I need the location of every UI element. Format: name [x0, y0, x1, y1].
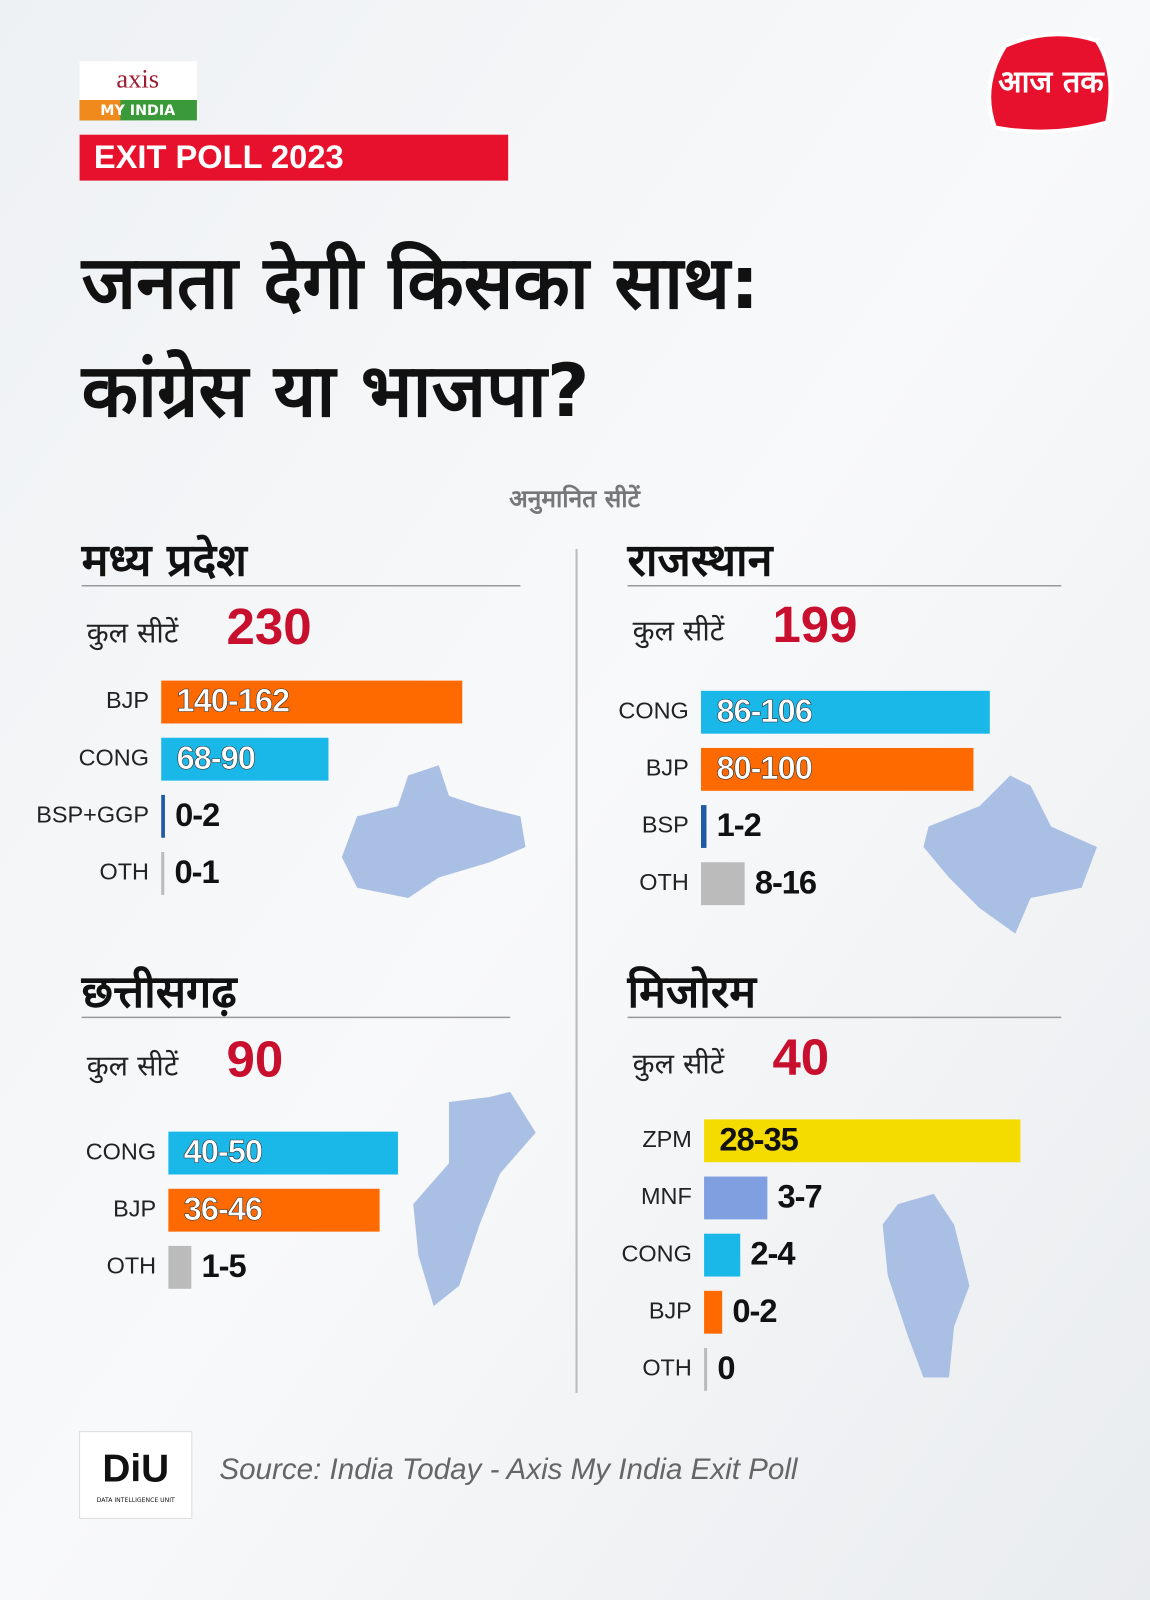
brand-logo: आज तक — [987, 32, 1113, 134]
subtitle: अनुमानित सीटें — [509, 484, 642, 514]
category-label: CONG — [618, 697, 688, 723]
logo-bottom: MY INDIA — [100, 103, 175, 119]
total-label: कुल सीटें — [633, 1046, 725, 1081]
category-label: BSP — [642, 812, 689, 838]
bar — [701, 805, 707, 848]
logo-band-2 — [79, 100, 121, 121]
bar — [161, 737, 329, 781]
state-title: मिजोरम — [627, 965, 759, 1018]
value-label: 28-35 — [719, 1120, 798, 1157]
value-label: 8-16 — [755, 863, 816, 900]
value-label: 1-2 — [717, 806, 761, 843]
category-label: OTH — [642, 1355, 692, 1381]
brand-shape — [987, 32, 1113, 134]
bar — [168, 1188, 380, 1232]
value-label: 86-106 — [716, 692, 812, 729]
state-title: मध्य प्रदेश — [81, 533, 249, 586]
title-line-1: जनता देगी किसका साथ: — [80, 241, 760, 326]
category-label: CONG — [79, 744, 149, 770]
total-label: कुल सीटें — [87, 1048, 179, 1083]
category-label: MNF — [641, 1183, 692, 1209]
axis-logo: axis MY INDIA — [79, 61, 197, 121]
diu-box — [79, 1431, 193, 1519]
logo-top: axis — [116, 64, 159, 94]
category-label: CONG — [621, 1240, 691, 1266]
bar — [704, 1290, 723, 1334]
badge-text: EXIT POLL 2023 — [94, 138, 344, 175]
bar — [701, 747, 974, 791]
bar — [704, 1119, 1021, 1163]
map-mp — [341, 765, 526, 898]
map-mizoram — [882, 1193, 970, 1378]
value-label: 80-100 — [716, 749, 812, 786]
state-title: छत्तीसगढ़ — [81, 965, 239, 1018]
bar — [161, 794, 165, 838]
total-label: कुल सीटें — [633, 614, 725, 649]
value-label: 40-50 — [184, 1133, 262, 1170]
value-label: 36-46 — [184, 1190, 262, 1227]
total-value: 40 — [772, 1029, 829, 1086]
category-label: CONG — [86, 1138, 156, 1164]
map-rajasthan — [923, 775, 1097, 934]
category-label: BSP+GGP — [36, 802, 149, 828]
title-line-2: कांग्रेस या भाजपा? — [80, 349, 590, 434]
bar — [704, 1347, 708, 1391]
badge — [79, 134, 509, 181]
value-label: 0-2 — [732, 1292, 776, 1329]
value-label: 2-4 — [750, 1235, 795, 1272]
category-label: BJP — [113, 1195, 156, 1221]
map-chhattisgarh — [413, 1091, 536, 1307]
diu-logo: DiU — [102, 1448, 169, 1491]
bar — [168, 1245, 192, 1289]
total-value: 90 — [227, 1031, 284, 1088]
category-label: BJP — [106, 687, 149, 713]
value-label: 0 — [717, 1349, 734, 1386]
value-label: 68-90 — [177, 739, 255, 776]
bar — [704, 1176, 768, 1220]
bar — [161, 680, 463, 724]
bar — [168, 1131, 398, 1175]
diu-sub: DATA INTELLIGENCE UNIT — [97, 1497, 175, 1504]
value-label: 3-7 — [778, 1178, 822, 1215]
bar — [704, 1233, 741, 1277]
category-label: BJP — [646, 755, 689, 781]
source: Source: India Today - Axis My India Exit… — [219, 1453, 799, 1486]
category-label: ZPM — [642, 1126, 692, 1152]
total-value: 199 — [772, 596, 857, 653]
bar — [701, 690, 990, 734]
brand-text: आज तक — [998, 65, 1105, 100]
total-value: 230 — [227, 598, 312, 655]
bar — [701, 862, 745, 906]
value-label: 0-1 — [174, 853, 219, 890]
category-label: OTH — [99, 859, 149, 885]
category-label: OTH — [639, 869, 689, 895]
value-label: 140-162 — [177, 682, 290, 719]
category-label: BJP — [649, 1297, 692, 1323]
state-title: राजस्थान — [627, 533, 775, 586]
value-label: 0-2 — [175, 796, 219, 833]
bar — [161, 852, 165, 895]
category-label: OTH — [107, 1253, 157, 1279]
value-label: 1-5 — [202, 1247, 247, 1284]
total-label: कुल सीटें — [87, 616, 179, 651]
